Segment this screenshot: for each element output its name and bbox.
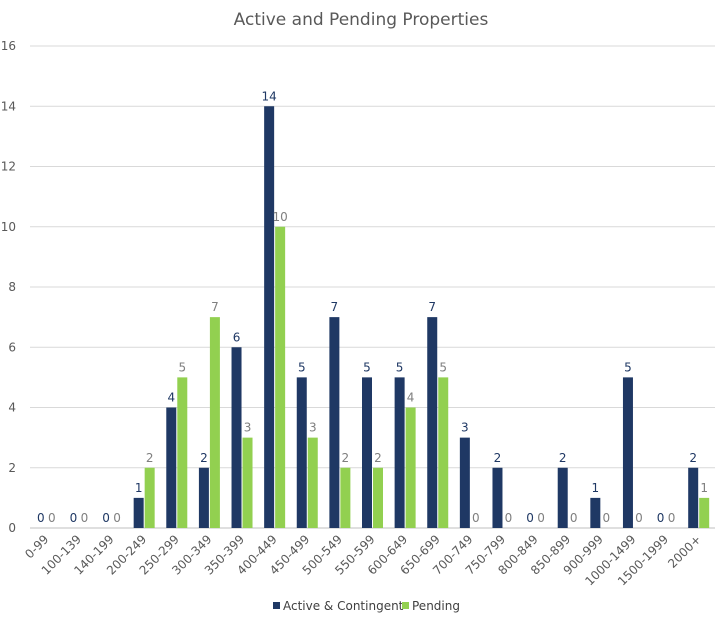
- data-label: 0: [570, 511, 578, 525]
- bar-active-contingent: [557, 467, 568, 528]
- data-label: 5: [363, 360, 371, 374]
- data-label: 7: [331, 300, 339, 314]
- data-label: 2: [342, 451, 350, 465]
- bar-active-contingent: [492, 467, 503, 528]
- bar-active-contingent: [362, 377, 372, 528]
- data-label: 2: [200, 451, 208, 465]
- gridlines: [30, 45, 715, 529]
- data-label: 2: [146, 451, 154, 465]
- bar-active-contingent: [166, 407, 177, 528]
- y-tick-label: 10: [1, 220, 16, 234]
- y-tick-label: 2: [8, 461, 16, 475]
- x-axis-ticks: 0-99100-139140-199200-249250-299300-3493…: [22, 532, 704, 588]
- data-label: 5: [298, 360, 306, 374]
- bar-pending: [144, 467, 155, 528]
- bar-active-contingent: [231, 347, 242, 528]
- bar-active-contingent: [688, 467, 699, 528]
- data-label: 0: [102, 511, 110, 525]
- bar-active-contingent: [427, 317, 438, 528]
- y-tick-label: 8: [8, 280, 16, 294]
- data-label: 14: [262, 89, 277, 103]
- data-label: 5: [624, 360, 632, 374]
- data-label: 2: [494, 451, 502, 465]
- data-label: 0: [472, 511, 480, 525]
- bar-pending: [307, 437, 318, 528]
- chart-title: Active and Pending Properties: [234, 10, 489, 30]
- data-label: 3: [244, 421, 252, 435]
- y-tick-label: 14: [1, 99, 16, 113]
- bar-active-contingent: [622, 377, 633, 528]
- bar-active-contingent: [264, 106, 275, 528]
- data-label: 2: [374, 451, 382, 465]
- data-label: 2: [559, 451, 567, 465]
- data-label: 0: [113, 511, 121, 525]
- data-label: 0: [48, 511, 56, 525]
- bar-pending: [438, 377, 449, 528]
- data-label: 5: [439, 360, 447, 374]
- data-label: 5: [396, 360, 404, 374]
- y-tick-label: 0: [8, 521, 16, 535]
- bar-pending: [340, 467, 351, 528]
- legend-swatch: [402, 602, 409, 609]
- data-label: 4: [407, 391, 415, 405]
- bar-pending: [373, 467, 383, 528]
- data-label: 0: [657, 511, 665, 525]
- bar-pending: [177, 377, 188, 528]
- data-label: 1: [592, 481, 600, 495]
- y-tick-label: 6: [8, 340, 16, 354]
- bar-active-contingent: [329, 317, 340, 528]
- data-label: 0: [70, 511, 78, 525]
- bars: [133, 106, 710, 528]
- bar-pending: [209, 317, 220, 528]
- bar-pending: [405, 407, 416, 528]
- data-label: 0: [505, 511, 513, 525]
- legend: Active & Contingent Pending: [273, 599, 460, 613]
- legend-label: Active & Contingent: [283, 599, 404, 613]
- x-tick-label: 2000+: [665, 532, 704, 571]
- x-tick-label: 0-99: [22, 532, 51, 561]
- bar-active-contingent: [590, 497, 601, 528]
- legend-label: Pending: [412, 599, 460, 613]
- data-label: 0: [526, 511, 534, 525]
- data-label: 7: [211, 300, 219, 314]
- data-label: 0: [37, 511, 45, 525]
- bar-active-contingent: [198, 467, 209, 528]
- data-label: 0: [537, 511, 545, 525]
- data-label: 0: [81, 511, 89, 525]
- bar-active-contingent: [459, 437, 470, 528]
- data-label: 2: [689, 451, 697, 465]
- y-axis-ticks: 0 2 4 6 8 10 12 14 16: [1, 39, 16, 535]
- bar-active-contingent: [394, 377, 405, 528]
- bar-pending: [699, 497, 710, 528]
- data-label: 7: [428, 300, 436, 314]
- data-label: 5: [178, 360, 186, 374]
- data-label: 4: [167, 391, 175, 405]
- data-label: 1: [135, 481, 143, 495]
- data-label: 1: [700, 481, 708, 495]
- legend-swatch: [273, 602, 280, 609]
- data-label: 0: [635, 511, 643, 525]
- bar-active-contingent: [133, 497, 144, 528]
- bar-pending: [275, 226, 286, 528]
- bar-active-contingent: [296, 377, 307, 528]
- y-tick-label: 16: [1, 39, 16, 53]
- data-label: 0: [603, 511, 611, 525]
- data-label: 3: [309, 421, 317, 435]
- bar-pending: [242, 437, 253, 528]
- y-tick-label: 4: [8, 401, 16, 415]
- data-label: 3: [461, 421, 469, 435]
- data-label: 0: [668, 511, 676, 525]
- data-label: 10: [273, 210, 288, 224]
- data-label: 6: [233, 330, 241, 344]
- y-tick-label: 12: [1, 160, 16, 174]
